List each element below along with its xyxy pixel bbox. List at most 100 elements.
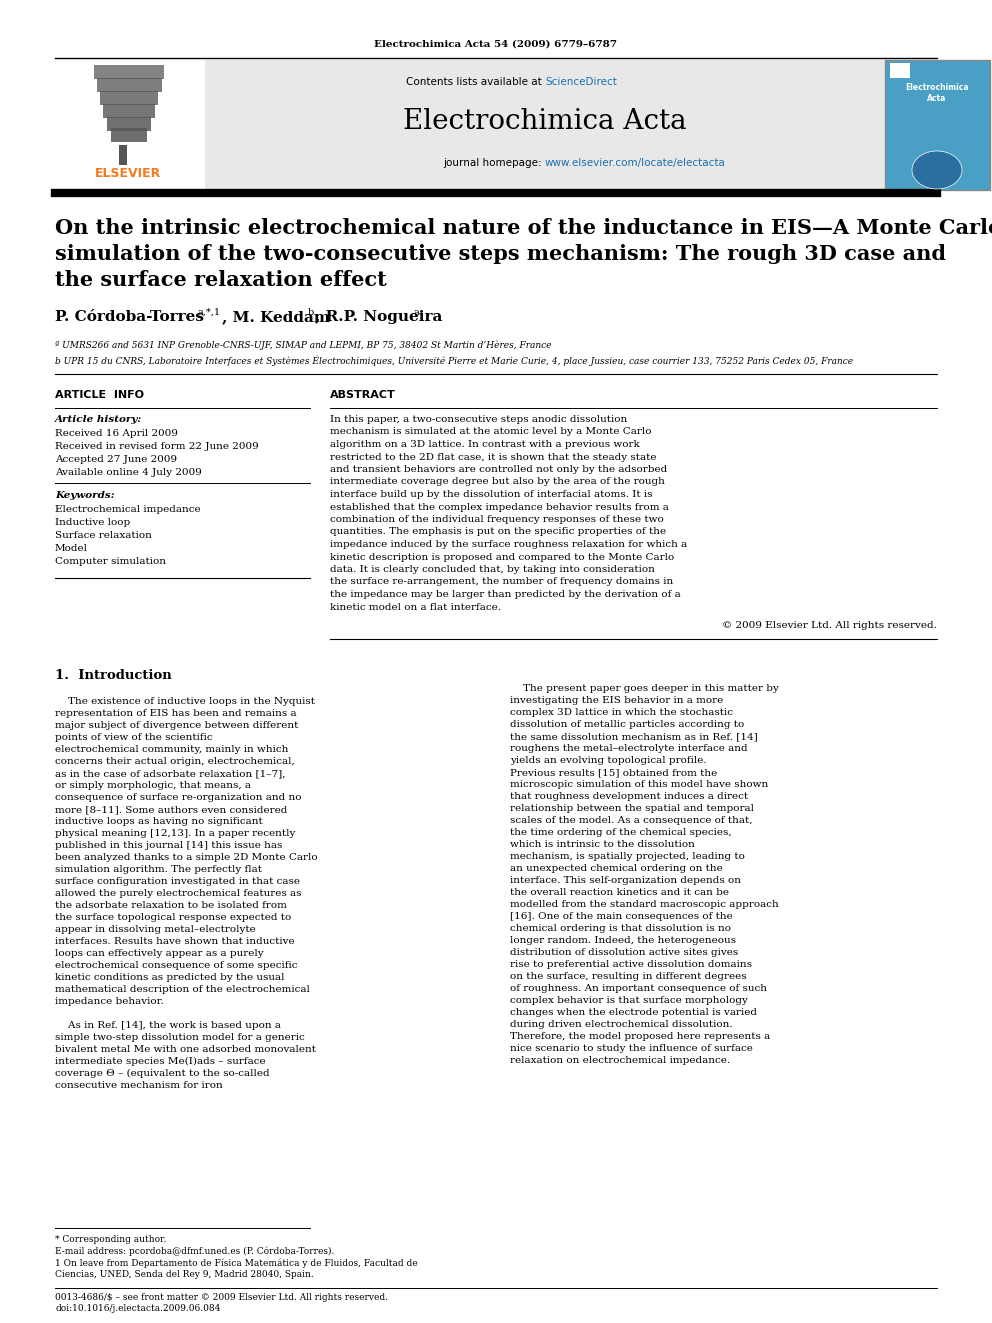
Text: ARTICLE  INFO: ARTICLE INFO <box>55 390 144 400</box>
Text: interface build up by the dissolution of interfacial atoms. It is: interface build up by the dissolution of… <box>330 490 653 499</box>
Text: concerns their actual origin, electrochemical,: concerns their actual origin, electroche… <box>55 757 295 766</box>
Text: b UPR 15 du CNRS, Laboratoire Interfaces et Systèmes Électrochimiques, Universit: b UPR 15 du CNRS, Laboratoire Interfaces… <box>55 355 853 365</box>
Text: the adsorbate relaxation to be isolated from: the adsorbate relaxation to be isolated … <box>55 901 287 910</box>
Ellipse shape <box>912 151 962 189</box>
Text: intermediate species Me(I)ads – surface: intermediate species Me(I)ads – surface <box>55 1057 266 1066</box>
Text: points of view of the scientific: points of view of the scientific <box>55 733 212 742</box>
Text: an unexpected chemical ordering on the: an unexpected chemical ordering on the <box>510 864 723 873</box>
Text: impedance induced by the surface roughness relaxation for which a: impedance induced by the surface roughne… <box>330 540 687 549</box>
Bar <box>100 91 158 105</box>
Text: loops can effectively appear as a purely: loops can effectively appear as a purely <box>55 949 264 958</box>
Text: The existence of inductive loops in the Nyquist: The existence of inductive loops in the … <box>55 697 315 706</box>
Text: the impedance may be larger than predicted by the derivation of a: the impedance may be larger than predict… <box>330 590 681 599</box>
Text: more [8–11]. Some authors even considered: more [8–11]. Some authors even considere… <box>55 804 288 814</box>
Text: Received 16 April 2009: Received 16 April 2009 <box>55 429 178 438</box>
Text: combination of the individual frequency responses of these two: combination of the individual frequency … <box>330 515 664 524</box>
Text: investigating the EIS behavior in a more: investigating the EIS behavior in a more <box>510 696 723 705</box>
Text: the time ordering of the chemical species,: the time ordering of the chemical specie… <box>510 828 732 837</box>
Text: journal homepage:: journal homepage: <box>443 157 545 168</box>
Text: physical meaning [12,13]. In a paper recently: physical meaning [12,13]. In a paper rec… <box>55 830 296 837</box>
Text: 1.  Introduction: 1. Introduction <box>55 669 172 681</box>
Text: nice scenario to study the influence of surface: nice scenario to study the influence of … <box>510 1044 753 1053</box>
Text: * Corresponding author.: * Corresponding author. <box>55 1234 167 1244</box>
Text: ELSEVIER: ELSEVIER <box>95 167 161 180</box>
Text: The present paper goes deeper in this matter by: The present paper goes deeper in this ma… <box>510 684 779 693</box>
Text: Received in revised form 22 June 2009: Received in revised form 22 June 2009 <box>55 442 259 451</box>
Text: 0013-4686/$ – see front matter © 2009 Elsevier Ltd. All rights reserved.: 0013-4686/$ – see front matter © 2009 El… <box>55 1293 388 1302</box>
Text: representation of EIS has been and remains a: representation of EIS has been and remai… <box>55 709 297 718</box>
Bar <box>890 64 910 78</box>
Text: coverage Θ – (equivalent to the so-called: coverage Θ – (equivalent to the so-calle… <box>55 1069 270 1078</box>
Text: quantities. The emphasis is put on the specific properties of the: quantities. The emphasis is put on the s… <box>330 528 666 537</box>
Text: mathematical description of the electrochemical: mathematical description of the electroc… <box>55 986 310 994</box>
Text: distribution of dissolution active sites gives: distribution of dissolution active sites… <box>510 949 738 957</box>
Text: In this paper, a two-consecutive steps anodic dissolution: In this paper, a two-consecutive steps a… <box>330 415 627 423</box>
Text: yields an evolving topological profile.: yields an evolving topological profile. <box>510 755 706 765</box>
Text: microscopic simulation of this model have shown: microscopic simulation of this model hav… <box>510 781 768 789</box>
Text: © 2009 Elsevier Ltd. All rights reserved.: © 2009 Elsevier Ltd. All rights reserved… <box>722 620 937 630</box>
Text: relationship between the spatial and temporal: relationship between the spatial and tem… <box>510 804 754 814</box>
Text: Keywords:: Keywords: <box>55 491 115 500</box>
Text: longer random. Indeed, the heterogeneous: longer random. Indeed, the heterogeneous <box>510 935 736 945</box>
Text: bivalent metal Me with one adsorbed monovalent: bivalent metal Me with one adsorbed mono… <box>55 1045 316 1054</box>
Bar <box>94 65 164 79</box>
Text: during driven electrochemical dissolution.: during driven electrochemical dissolutio… <box>510 1020 733 1029</box>
Text: interfaces. Results have shown that inductive: interfaces. Results have shown that indu… <box>55 937 295 946</box>
Bar <box>55 60 203 191</box>
Text: established that the complex impedance behavior results from a: established that the complex impedance b… <box>330 503 669 512</box>
Text: complex behavior is that surface morphology: complex behavior is that surface morphol… <box>510 996 748 1005</box>
Text: Model: Model <box>55 544 88 553</box>
Text: roughens the metal–electrolyte interface and: roughens the metal–electrolyte interface… <box>510 744 748 753</box>
Text: Inductive loop: Inductive loop <box>55 519 130 527</box>
Bar <box>885 60 990 191</box>
Text: algorithm on a 3D lattice. In contrast with a previous work: algorithm on a 3D lattice. In contrast w… <box>330 441 640 448</box>
Text: www.elsevier.com/locate/electacta: www.elsevier.com/locate/electacta <box>545 157 726 168</box>
Text: impedance behavior.: impedance behavior. <box>55 998 164 1005</box>
Text: or simply morphologic, that means, a: or simply morphologic, that means, a <box>55 781 251 790</box>
Text: been analyzed thanks to a simple 2D Monte Carlo: been analyzed thanks to a simple 2D Mont… <box>55 853 317 863</box>
Text: of roughness. An important consequence of such: of roughness. An important consequence o… <box>510 984 767 994</box>
Text: mechanism is simulated at the atomic level by a Monte Carlo: mechanism is simulated at the atomic lev… <box>330 427 652 437</box>
Text: [16]. One of the main consequences of the: [16]. One of the main consequences of th… <box>510 912 733 921</box>
Text: ABSTRACT: ABSTRACT <box>330 390 396 400</box>
Text: Electrochemical impedance: Electrochemical impedance <box>55 505 200 515</box>
Text: relaxation on electrochemical impedance.: relaxation on electrochemical impedance. <box>510 1056 730 1065</box>
Text: , M. Keddam: , M. Keddam <box>222 310 330 324</box>
Text: published in this journal [14] this issue has: published in this journal [14] this issu… <box>55 841 283 849</box>
Text: rise to preferential active dissolution domains: rise to preferential active dissolution … <box>510 960 752 968</box>
Text: chemical ordering is that dissolution is no: chemical ordering is that dissolution is… <box>510 923 731 933</box>
Text: Electrochimica Acta: Electrochimica Acta <box>403 108 686 135</box>
Text: simulation algorithm. The perfectly flat: simulation algorithm. The perfectly flat <box>55 865 262 875</box>
Text: ScienceDirect: ScienceDirect <box>545 77 617 87</box>
Text: Therefore, the model proposed here represents a: Therefore, the model proposed here repre… <box>510 1032 770 1041</box>
Text: the overall reaction kinetics and it can be: the overall reaction kinetics and it can… <box>510 888 729 897</box>
Text: simple two-step dissolution model for a generic: simple two-step dissolution model for a … <box>55 1033 305 1043</box>
Text: consequence of surface re-organization and no: consequence of surface re-organization a… <box>55 792 302 802</box>
Text: electrochemical community, mainly in which: electrochemical community, mainly in whi… <box>55 745 289 754</box>
Bar <box>103 105 155 118</box>
Text: interface. This self-organization depends on: interface. This self-organization depend… <box>510 876 741 885</box>
Text: doi:10.1016/j.electacta.2009.06.084: doi:10.1016/j.electacta.2009.06.084 <box>55 1304 220 1312</box>
Text: 1 On leave from Departamento de Física Matemática y de Fluidos, Facultad de: 1 On leave from Departamento de Física M… <box>55 1259 418 1269</box>
Text: P. Córdoba-Torres: P. Córdoba-Torres <box>55 310 204 324</box>
Text: mechanism, is spatially projected, leading to: mechanism, is spatially projected, leadi… <box>510 852 745 861</box>
Text: consecutive mechanism for iron: consecutive mechanism for iron <box>55 1081 223 1090</box>
Text: Computer simulation: Computer simulation <box>55 557 166 566</box>
Text: changes when the electrode potential is varied: changes when the electrode potential is … <box>510 1008 757 1017</box>
Text: surface configuration investigated in that case: surface configuration investigated in th… <box>55 877 300 886</box>
Text: inductive loops as having no significant: inductive loops as having no significant <box>55 818 263 826</box>
Text: restricted to the 2D flat case, it is shown that the steady state: restricted to the 2D flat case, it is sh… <box>330 452 657 462</box>
Text: Ciencias, UNED, Senda del Rey 9, Madrid 28040, Spain.: Ciencias, UNED, Senda del Rey 9, Madrid … <box>55 1270 313 1279</box>
Text: electrochemical consequence of some specific: electrochemical consequence of some spec… <box>55 960 298 970</box>
Text: that roughness development induces a direct: that roughness development induces a dir… <box>510 792 748 800</box>
Text: scales of the model. As a consequence of that,: scales of the model. As a consequence of… <box>510 816 753 826</box>
Text: as in the case of adsorbate relaxation [1–7],: as in the case of adsorbate relaxation [… <box>55 769 286 778</box>
Text: Previous results [15] obtained from the: Previous results [15] obtained from the <box>510 767 717 777</box>
Text: the surface topological response expected to: the surface topological response expecte… <box>55 913 292 922</box>
Text: Available online 4 July 2009: Available online 4 July 2009 <box>55 468 202 478</box>
Bar <box>97 78 162 93</box>
Text: ª UMRS266 and 5631 INP Grenoble-CNRS-UJF, SIMAP and LEPMI, BP 75, 38402 St Marti: ª UMRS266 and 5631 INP Grenoble-CNRS-UJF… <box>55 340 552 349</box>
Text: a: a <box>413 308 419 318</box>
Text: kinetic conditions as predicted by the usual: kinetic conditions as predicted by the u… <box>55 972 285 982</box>
Bar <box>119 146 127 165</box>
